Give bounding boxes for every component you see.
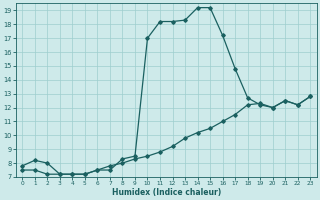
X-axis label: Humidex (Indice chaleur): Humidex (Indice chaleur) xyxy=(112,188,221,197)
